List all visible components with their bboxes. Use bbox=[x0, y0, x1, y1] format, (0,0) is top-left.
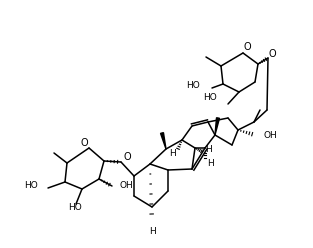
Text: HO: HO bbox=[186, 81, 200, 90]
Polygon shape bbox=[161, 133, 166, 149]
Text: HO: HO bbox=[203, 93, 217, 102]
Text: OH: OH bbox=[119, 181, 133, 189]
Text: H: H bbox=[149, 226, 155, 236]
Text: O: O bbox=[243, 42, 251, 52]
Text: OH: OH bbox=[263, 130, 277, 139]
Text: HO: HO bbox=[24, 181, 38, 189]
Text: O: O bbox=[80, 138, 88, 148]
Text: O: O bbox=[123, 152, 131, 162]
Text: HO: HO bbox=[68, 203, 82, 212]
Text: H: H bbox=[207, 158, 213, 167]
Text: H: H bbox=[169, 149, 175, 157]
Text: O: O bbox=[268, 49, 276, 59]
Polygon shape bbox=[215, 118, 219, 135]
Text: H: H bbox=[205, 146, 211, 155]
